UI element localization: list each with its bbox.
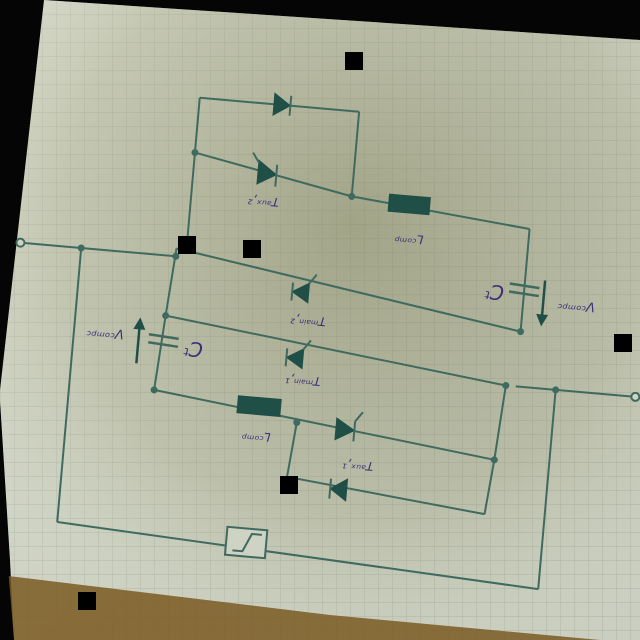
occlusions bbox=[78, 52, 632, 610]
circuit: Cᵗ Cᵗ Lᶜᵒᵐᵖ Lᶜᵒᵐᵖ Vᶜᵒᵐᵖᶜ Vᶜᵒᵐᵖᶜ Tᵃᵘˣ,² T… bbox=[15, 92, 640, 591]
thyristor-icon bbox=[285, 348, 305, 370]
label-ct-top: Cᵗ bbox=[483, 279, 505, 305]
vcomp-arrow-bottom bbox=[135, 325, 141, 364]
terminal-icon bbox=[630, 391, 640, 402]
label-vcomp-bottom: Vᶜᵒᵐᵖᶜ bbox=[86, 323, 125, 341]
inductor-icon bbox=[236, 395, 282, 417]
thyristor-icon bbox=[256, 159, 278, 185]
terminal-icon bbox=[15, 237, 26, 248]
label-vcomp-top: Vᶜᵒᵐᵖᶜ bbox=[557, 296, 596, 314]
label-scr-bottom: Tᵃᵘˣ,¹ bbox=[342, 457, 374, 474]
vcomp-arrow-top bbox=[540, 280, 547, 319]
label-scr-mid1: Tᵐᵃⁱⁿ,² bbox=[290, 312, 326, 329]
label-l-bottom: Lᶜᵒᵐᵖ bbox=[241, 428, 271, 444]
label-l-top: Lᶜᵒᵐᵖ bbox=[394, 230, 424, 246]
label-scr-mid2: Tᵐᵃⁱⁿ,¹ bbox=[285, 371, 321, 388]
diode-icon bbox=[329, 478, 349, 502]
table-edge bbox=[0, 575, 600, 640]
label-ct-bottom: Cᵗ bbox=[182, 336, 204, 362]
thyristor-icon bbox=[334, 417, 356, 441]
label-scr-top: Tᵃᵘˣ,² bbox=[247, 192, 279, 209]
diode-icon bbox=[272, 92, 292, 117]
inductor-icon bbox=[387, 193, 431, 216]
thyristor-icon bbox=[291, 282, 311, 304]
